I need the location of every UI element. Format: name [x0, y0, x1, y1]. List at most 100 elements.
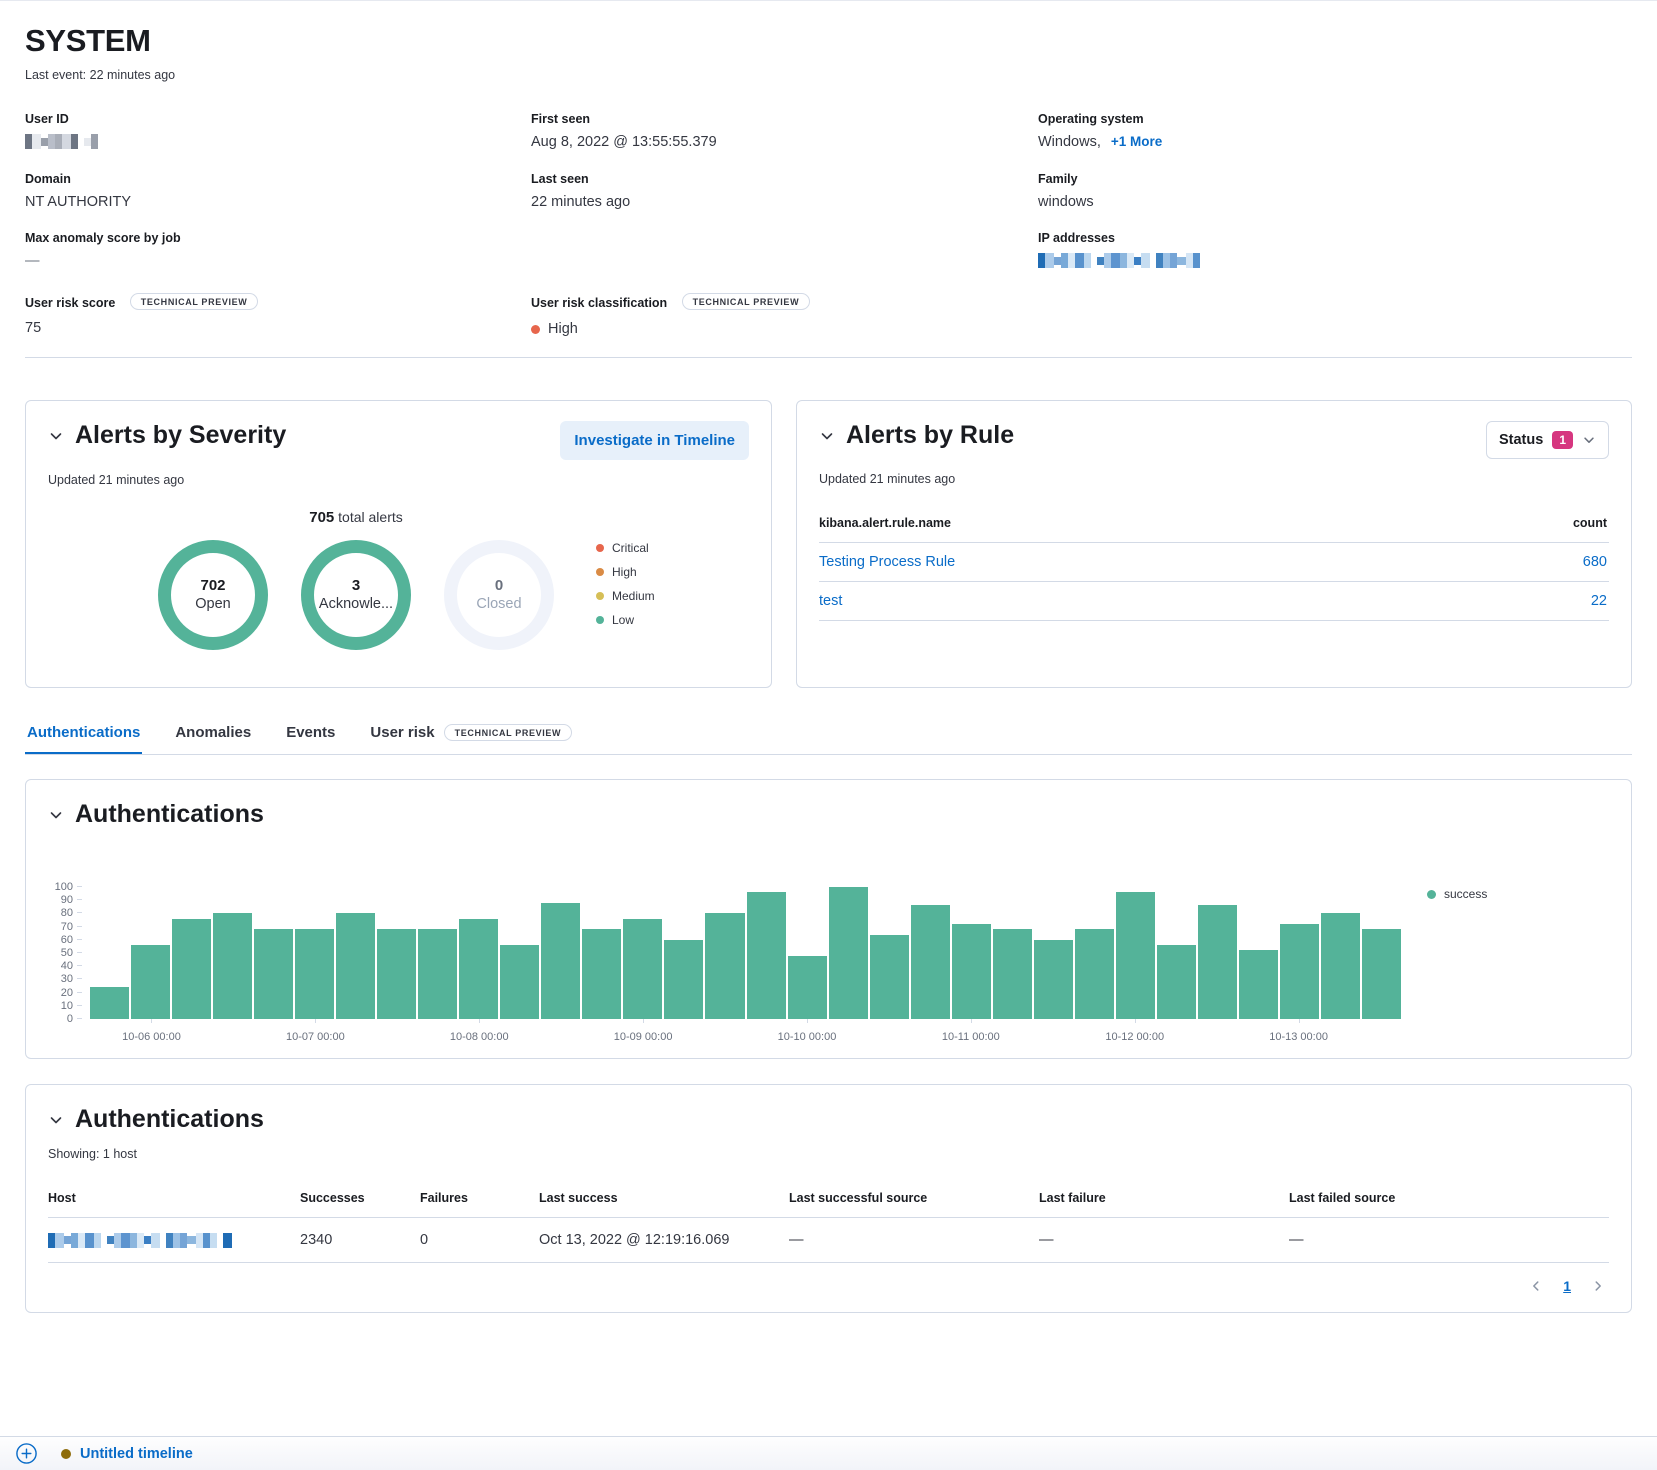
timeline-status-dot — [61, 1448, 71, 1459]
last-seen-value: 22 minutes ago — [531, 194, 631, 210]
chevron-down-icon — [50, 811, 62, 818]
chart-bar — [418, 929, 458, 1019]
ip-label: IP addresses — [1038, 231, 1115, 245]
tab-user-risk[interactable]: User risk TECHNICAL PREVIEW — [368, 724, 574, 754]
investigate-in-timeline-button[interactable]: Investigate in Timeline — [560, 421, 749, 460]
last-success-cell: Oct 13, 2022 @ 12:19:16.069 — [539, 1218, 789, 1263]
x-axis-tick-label: 10-11 00:00 — [941, 1031, 1000, 1043]
redacted-host[interactable] — [48, 1232, 232, 1248]
chart-bar — [1361, 929, 1401, 1019]
chart-bar — [951, 923, 991, 1019]
previous-page-arrow-icon[interactable] — [1529, 1279, 1543, 1293]
pagination: 1 — [48, 1278, 1609, 1294]
legend-item-low[interactable]: Low — [596, 613, 655, 627]
donut-open[interactable]: 702 Open — [158, 540, 268, 650]
alerts-severity-title[interactable]: Alerts by Severity — [48, 421, 286, 450]
authentications-table-title[interactable]: Authentications — [48, 1105, 1609, 1134]
column-header-last-successful-source: Last successful source — [789, 1185, 1039, 1218]
alerts-by-rule-panel: Alerts by Rule Status 1 Updated 21 minut… — [796, 400, 1632, 688]
chart-bar — [1115, 892, 1155, 1019]
table-row: test 22 — [819, 582, 1609, 622]
chart-legend-success[interactable]: success — [1401, 887, 1609, 1053]
risk-score-label: User risk score — [25, 296, 116, 310]
chart-bar — [787, 955, 827, 1019]
rule-name-link[interactable]: test — [819, 593, 843, 610]
field-domain: Domain NT AUTHORITY — [25, 172, 531, 212]
add-timeline-plus-icon[interactable] — [15, 1442, 38, 1465]
user-risk-row: User risk score TECHNICAL PREVIEW 75 Use… — [25, 293, 1632, 338]
details-grid-spacer — [531, 231, 1038, 272]
technical-preview-badge: TECHNICAL PREVIEW — [129, 293, 259, 310]
chart-bar — [213, 913, 253, 1019]
rule-name-link[interactable]: Testing Process Rule — [819, 554, 956, 571]
legend-item-medium[interactable]: Medium — [596, 589, 655, 603]
field-ip-addresses: IP addresses — [1038, 231, 1632, 272]
first-seen-value: Aug 8, 2022 @ 13:55:55.379 — [531, 134, 717, 150]
alerts-rule-title[interactable]: Alerts by Rule — [819, 421, 1014, 450]
y-axis-tick-label: 70 — [48, 921, 82, 933]
chevron-down-icon — [50, 432, 62, 439]
chart-bar — [664, 939, 704, 1019]
chart-bar — [869, 934, 909, 1019]
last-failure-cell: — — [1039, 1218, 1289, 1263]
field-operating-system: Operating system Windows, +1 More — [1038, 112, 1632, 153]
field-risk-score: User risk score TECHNICAL PREVIEW 75 — [25, 293, 531, 338]
table-row: Testing Process Rule 680 — [819, 543, 1609, 583]
legend-item-critical[interactable]: Critical — [596, 541, 655, 555]
rule-count-link[interactable]: 680 — [1582, 554, 1607, 571]
rule-count-link[interactable]: 22 — [1590, 593, 1607, 610]
field-last-seen: Last seen 22 minutes ago — [531, 172, 1038, 212]
rule-updated-text: Updated 21 minutes ago — [819, 472, 956, 487]
low-dot — [596, 616, 604, 624]
y-axis-tick-label: 10 — [48, 1000, 82, 1012]
status-filter-dropdown[interactable]: Status 1 — [1485, 421, 1609, 460]
donut-closed[interactable]: 0 Closed — [444, 540, 554, 650]
chart-bar — [1238, 950, 1278, 1019]
family-value: windows — [1038, 194, 1094, 210]
chart-bar — [992, 929, 1032, 1019]
column-header-last-success: Last success — [539, 1185, 789, 1218]
timeline-bottom-bar: Untitled timeline — [0, 1436, 1657, 1470]
os-more-link[interactable]: +1 More — [1110, 134, 1163, 149]
showing-text: Showing: 1 host — [48, 1147, 137, 1161]
tab-anomalies[interactable]: Anomalies — [175, 724, 252, 741]
chart-bar — [623, 918, 663, 1019]
authentications-bar-chart: 0 10 20 30 40 50 60 70 80 90 100 — [55, 881, 1401, 1025]
user-details-grid: User ID First seen Aug 8, 2022 @ 13:55:5… — [25, 112, 1632, 272]
y-axis-tick-label: 40 — [48, 960, 82, 972]
last-seen-label: Last seen — [531, 172, 589, 186]
next-page-arrow-icon[interactable] — [1591, 1279, 1605, 1293]
os-value: Windows, — [1038, 134, 1101, 150]
x-axis-tick-mark — [970, 1019, 972, 1023]
page-title: SYSTEM — [25, 23, 151, 58]
rule-name-column-header: kibana.alert.rule.name — [819, 516, 952, 531]
domain-label: Domain — [25, 172, 71, 186]
last-event-text: Last event: 22 minutes ago — [25, 68, 176, 82]
tab-events[interactable]: Events — [286, 724, 336, 741]
chart-bars — [90, 887, 1401, 1019]
x-axis-tick-label: 10-07 00:00 — [285, 1031, 345, 1043]
chart-x-axis: 10-06 00:00 10-07 00:00 10-08 00:00 10-09 0… — [90, 1019, 1401, 1053]
chart-bar — [172, 918, 212, 1019]
failures-cell: 0 — [420, 1218, 539, 1263]
family-label: Family — [1038, 172, 1078, 186]
technical-preview-badge: TECHNICAL PREVIEW — [443, 724, 573, 741]
risk-high-dot — [531, 324, 540, 334]
severity-updated-text: Updated 21 minutes ago — [48, 473, 185, 487]
chart-bar — [500, 945, 540, 1019]
page-number[interactable]: 1 — [1563, 1278, 1571, 1294]
chart-bar — [1320, 913, 1360, 1019]
legend-item-high[interactable]: High — [596, 565, 655, 579]
donut-acknowledged[interactable]: 3 Acknowle... — [301, 540, 411, 650]
field-family: Family windows — [1038, 172, 1632, 212]
redacted-ip-addresses[interactable] — [1038, 253, 1200, 268]
authentications-chart-title[interactable]: Authentications — [48, 800, 1609, 829]
y-axis-tick-label: 50 — [48, 947, 82, 959]
redacted-user-id — [25, 134, 98, 149]
tab-authentications[interactable]: Authentications — [25, 724, 142, 754]
chart-bar — [336, 913, 376, 1019]
untitled-timeline-link[interactable]: Untitled timeline — [80, 1445, 193, 1462]
critical-dot — [596, 544, 604, 552]
x-axis-tick-label: 10-09 00:00 — [613, 1031, 673, 1043]
domain-value: NT AUTHORITY — [25, 194, 132, 210]
